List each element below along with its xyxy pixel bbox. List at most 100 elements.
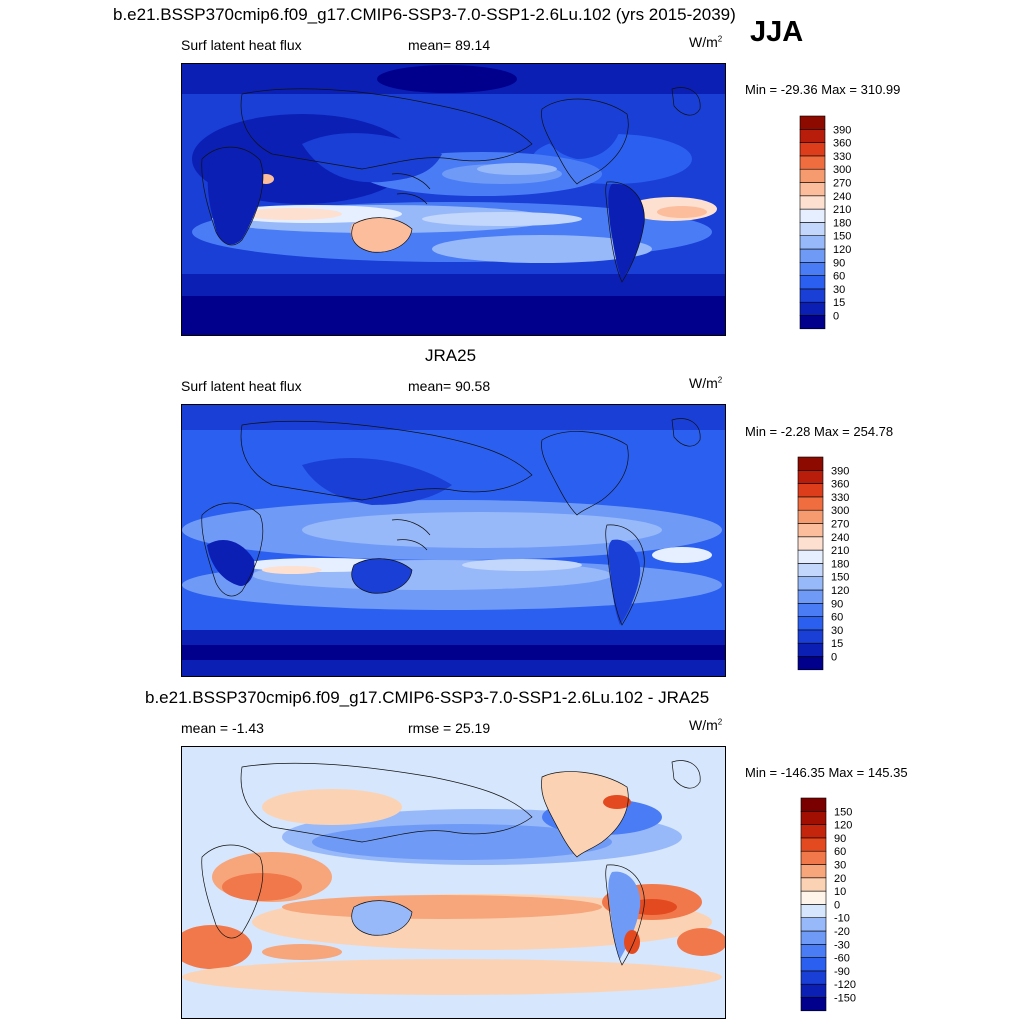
panel-diff-title: b.e21.BSSP370cmip6.f09_g17.CMIP6-SSP3-7.… <box>145 688 710 707</box>
colorbar-diff-swatch <box>800 944 827 958</box>
map-model <box>181 63 726 336</box>
colorbar-obs-tick-label: 90 <box>831 598 843 610</box>
colorbar-model-swatch <box>799 315 826 330</box>
colorbar-obs-swatch <box>797 536 824 551</box>
colorbar-diff-swatch <box>800 824 827 839</box>
colorbar-obs-tick-label: 150 <box>831 572 849 584</box>
colorbar-diff-swatch <box>800 811 827 825</box>
colorbar-diff-swatch <box>800 797 827 812</box>
colorbar-obs-swatch <box>797 576 824 591</box>
colorbar-model-tick-label: 90 <box>833 257 845 269</box>
panel-model-mean-label: mean= 89.14 <box>408 37 491 53</box>
colorbar-diff-tick-label: -150 <box>834 993 856 1005</box>
figure-title: b.e21.BSSP370cmip6.f09_g17.CMIP6-SSP3-7.… <box>113 5 736 24</box>
colorbar-diff: -150 -120 -90 -60 -30 -20 -10 0 10 20 30 60 90 120 150 <box>800 797 861 1012</box>
colorbar-model: 0 15 30 60 90 120 150 180 210 240 270 300 330 360 390 <box>799 115 860 330</box>
panel-diff-units: W/m2 <box>689 717 723 733</box>
colorbar-obs-tick-label: 120 <box>831 585 849 597</box>
panel-diff-mean-label: mean = -1.43 <box>181 720 264 736</box>
colorbar-diff-swatch <box>800 957 827 972</box>
colorbar-obs-tick-label: 30 <box>831 625 843 637</box>
colorbar-model-tick-label: 330 <box>833 151 851 163</box>
panel-obs-title: JRA25 <box>425 346 477 365</box>
map-diff <box>181 746 726 1019</box>
colorbar-obs-swatch <box>797 496 824 511</box>
colorbar-obs-tick-label: 0 <box>831 652 837 664</box>
colorbar-obs-swatch <box>797 656 824 671</box>
colorbar-obs: 0 15 30 60 90 120 150 180 210 240 270 300 330 360 390 <box>797 456 858 671</box>
colorbar-diff-swatch <box>800 930 827 945</box>
panel-diff-rmse-label: rmse = 25.19 <box>408 720 491 736</box>
colorbar-model-swatch <box>799 208 826 223</box>
colorbar-model-tick-label: 300 <box>833 164 851 176</box>
colorbar-obs-swatch <box>797 523 824 538</box>
colorbar-model-swatch <box>799 115 826 130</box>
colorbar-diff-tick-label: 120 <box>834 820 852 832</box>
colorbar-diff-swatch <box>800 890 827 905</box>
colorbar-obs-swatch <box>797 470 824 484</box>
map-diff-field <box>182 747 725 1018</box>
panel-model-units: W/m2 <box>689 34 723 50</box>
colorbar-model-swatch <box>799 155 826 170</box>
season-label: JJA <box>750 16 804 48</box>
colorbar-model-swatch <box>799 275 826 290</box>
colorbar-obs-tick-label: 300 <box>831 505 849 517</box>
colorbar-diff-tick-label: -60 <box>834 953 850 965</box>
colorbar-obs-swatch <box>797 549 824 564</box>
colorbar-diff-swatch <box>800 904 827 919</box>
panel-model-field-label: Surf latent heat flux <box>181 37 302 53</box>
colorbar-obs-swatch <box>797 629 824 644</box>
colorbar-diff-tick-label: -10 <box>834 913 850 925</box>
colorbar-obs-swatch <box>797 509 824 524</box>
colorbar-obs-tick-label: 330 <box>831 492 849 504</box>
colorbar-model-tick-label: 390 <box>833 124 851 136</box>
colorbar-diff-swatch <box>800 837 827 852</box>
colorbar-diff-tick-label: 0 <box>834 899 840 911</box>
colorbar-model-swatch <box>799 182 826 197</box>
map-model-field <box>182 64 725 335</box>
colorbar-obs-swatch <box>797 603 824 617</box>
panel-obs-units: W/m2 <box>689 375 723 391</box>
map-obs-field <box>182 405 725 676</box>
colorbar-model-swatch <box>799 129 826 143</box>
colorbar-model-tick-label: 270 <box>833 178 851 190</box>
colorbar-diff-swatch <box>800 917 827 932</box>
colorbar-model-swatch <box>799 301 826 316</box>
colorbar-diff-tick-label: -30 <box>834 939 850 951</box>
panel-obs-mean-label: mean= 90.58 <box>408 378 491 394</box>
colorbar-obs-tick-label: 360 <box>831 479 849 491</box>
colorbar-diff-swatch <box>800 970 827 985</box>
colorbar-diff-tick-label: 20 <box>834 873 846 885</box>
colorbar-diff-swatch <box>800 877 827 892</box>
colorbar-obs-swatch <box>797 483 824 498</box>
colorbar-model-tick-label: 180 <box>833 217 851 229</box>
panel-obs-field-label: Surf latent heat flux <box>181 378 302 394</box>
colorbar-obs-tick-label: 180 <box>831 558 849 570</box>
colorbar-diff-swatch <box>800 997 827 1012</box>
colorbar-diff-tick-label: 30 <box>834 860 846 872</box>
colorbar-obs-tick-label: 240 <box>831 532 849 544</box>
colorbar-model-tick-label: 15 <box>833 297 845 309</box>
colorbar-model-tick-label: 150 <box>833 231 851 243</box>
colorbar-obs-tick-label: 60 <box>831 612 843 624</box>
map-obs <box>181 404 726 677</box>
colorbar-diff-swatch <box>800 850 827 865</box>
colorbar-obs-swatch <box>797 563 824 578</box>
colorbar-diff-tick-label: 60 <box>834 846 846 858</box>
colorbar-model-swatch <box>799 168 826 183</box>
colorbar-model-swatch <box>799 195 826 210</box>
colorbar-diff-tick-label: 10 <box>834 886 846 898</box>
colorbar-model-swatch <box>799 222 826 237</box>
colorbar-model-swatch <box>799 248 826 263</box>
colorbar-diff-swatch <box>800 983 827 998</box>
colorbar-model-swatch <box>799 142 826 157</box>
colorbar-model-tick-label: 0 <box>833 311 839 323</box>
colorbar-model-tick-label: 210 <box>833 204 851 216</box>
panel-diff-minmax: Min = -146.35 Max = 145.35 <box>745 765 908 780</box>
colorbar-obs-swatch <box>797 616 824 631</box>
colorbar-diff-tick-label: 90 <box>834 833 846 845</box>
colorbar-diff-tick-label: -20 <box>834 926 850 938</box>
colorbar-diff-tick-label: 150 <box>834 806 852 818</box>
colorbar-diff-tick-label: -90 <box>834 966 850 978</box>
colorbar-obs-swatch <box>797 589 824 604</box>
